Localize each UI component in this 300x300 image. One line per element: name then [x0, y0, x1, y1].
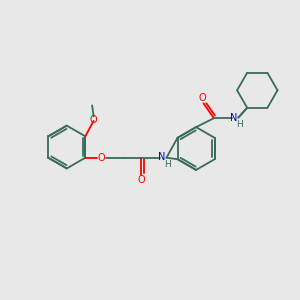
Text: O: O	[198, 93, 206, 103]
Text: O: O	[98, 153, 105, 163]
Text: N: N	[158, 152, 166, 162]
Text: O: O	[90, 115, 98, 125]
Text: N: N	[230, 112, 238, 123]
Text: H: H	[164, 160, 171, 169]
Text: O: O	[138, 175, 145, 185]
Text: H: H	[236, 120, 243, 129]
